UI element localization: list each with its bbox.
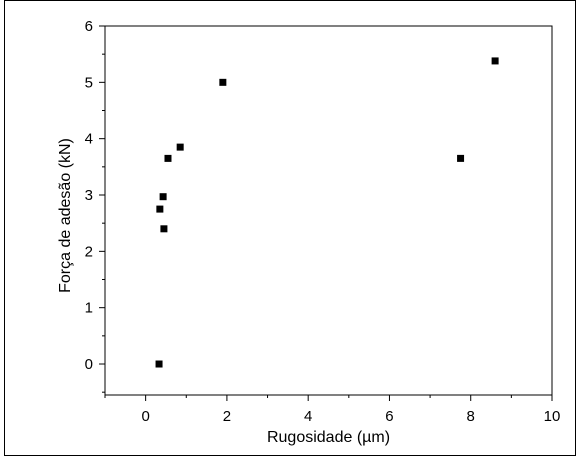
data-point xyxy=(219,78,227,86)
chart-frame xyxy=(4,0,576,456)
data-point xyxy=(457,154,465,162)
y-tick-label: 6 xyxy=(85,18,93,35)
data-point xyxy=(156,205,164,213)
x-tick-label: 4 xyxy=(304,408,312,425)
data-point xyxy=(155,360,163,368)
x-tick-label: 10 xyxy=(544,408,561,425)
y-tick-label: 4 xyxy=(85,131,93,148)
x-tick-label: 8 xyxy=(467,408,475,425)
data-point xyxy=(159,193,167,201)
data-points xyxy=(155,57,499,368)
data-point xyxy=(164,154,172,162)
y-tick-label: 2 xyxy=(85,243,93,260)
data-point xyxy=(491,57,499,65)
y-tick-label: 5 xyxy=(85,74,93,91)
x-axis: 0 2 4 6 8 10 xyxy=(104,395,561,425)
x-axis-label: Rugosidade (µm) xyxy=(267,429,390,446)
data-point xyxy=(160,225,168,233)
y-tick-label: 0 xyxy=(85,356,93,373)
y-tick-label: 3 xyxy=(85,187,93,204)
x-tick-label: 6 xyxy=(385,408,393,425)
plot-border xyxy=(104,25,553,396)
plot-area xyxy=(104,25,553,396)
x-tick-label: 2 xyxy=(223,408,231,425)
y-axis-label: Força de adesão (kN) xyxy=(57,138,74,293)
data-point xyxy=(176,143,184,151)
y-axis: 0 1 2 3 4 5 6 xyxy=(85,18,105,393)
x-tick-label: 0 xyxy=(141,408,149,425)
y-tick-label: 1 xyxy=(85,300,93,317)
